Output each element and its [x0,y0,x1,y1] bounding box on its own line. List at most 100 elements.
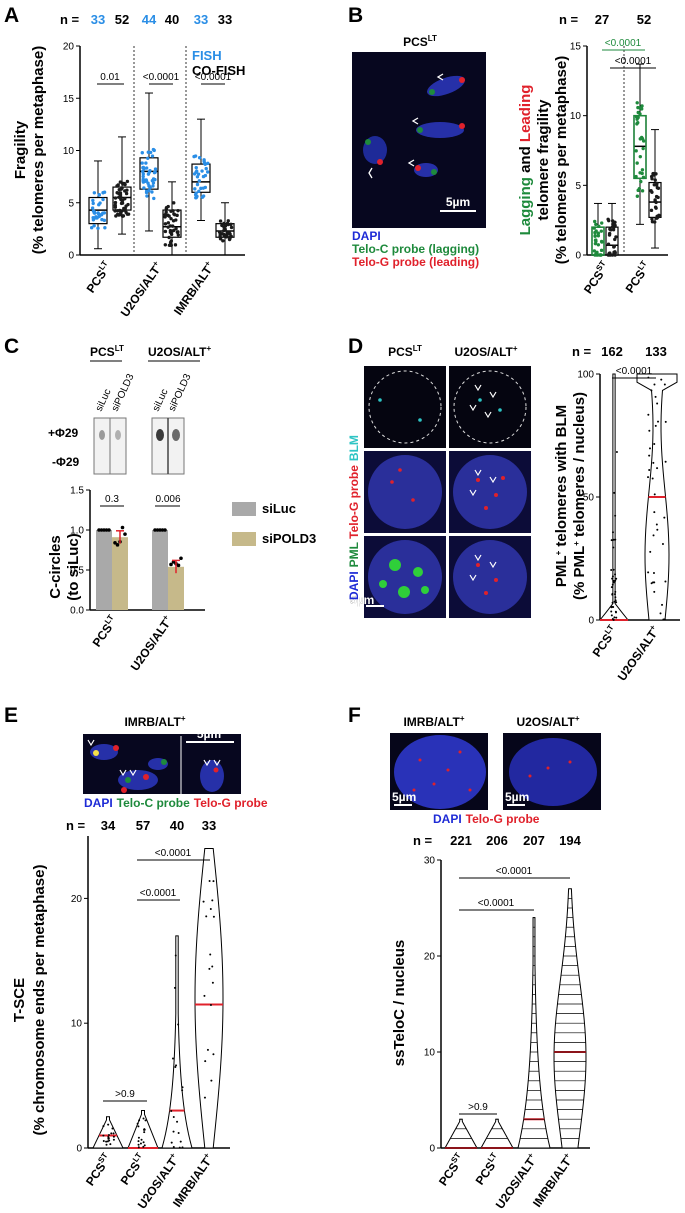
panel-c-blot-header: PCSLT [90,344,124,359]
data-point [222,228,226,233]
violin [194,847,224,1149]
data-point [120,525,125,530]
data-point [102,1134,105,1137]
data-point [174,954,177,957]
panel-b-letter: B [348,4,363,27]
data-point [200,195,205,199]
panel-c-ylabel: C-circles [47,535,64,598]
data-point [650,217,654,221]
data-point [652,183,656,187]
data-point [648,447,651,450]
y-tick-label: 20 [71,894,83,905]
panel-d-col-header: U2OS/ALT+ [454,344,517,359]
data-point [172,201,176,205]
data-point [614,514,617,517]
data-point [636,115,640,120]
data-point [126,202,130,207]
data-point [112,1135,115,1138]
data-point [656,467,659,470]
data-point [221,239,225,243]
data-point [647,476,650,479]
data-point [150,154,155,158]
panel-f: F IMRB/ALT+ U2OS/ALT+ 5µm 5µm DAPI Telo-G… [348,704,601,1211]
data-point [142,166,146,171]
panel-d-n-value: 133 [645,344,667,359]
data-point [613,491,616,494]
data-point [140,161,144,165]
data-point [647,413,650,416]
panel-c-row-label: -Φ29 [52,455,80,469]
data-point [160,528,165,532]
data-point [163,528,167,532]
data-point [606,242,611,246]
panel-e-n-value: 40 [170,818,184,833]
data-point [655,181,659,186]
data-point [610,219,615,223]
data-point [118,180,123,184]
data-point [229,222,233,227]
panel-a-ylabel-2: (% telomeres per metaphase) [30,46,47,254]
panel-b-image-title: PCSLT [403,34,437,49]
data-point [102,1125,105,1128]
panel-c-letter: C [4,335,19,358]
panel-b-plot [591,63,662,257]
data-point [169,232,174,237]
panel-e-xlabel: IMRB/ALT+ [169,1151,217,1210]
data-point [199,186,203,191]
panel-e-n-value: 34 [101,818,116,833]
panel-b-n-label: n = [559,12,579,27]
data-point [141,172,146,176]
panel-c-dot [115,430,121,440]
y-tick-label: 50 [583,493,595,504]
panel-f-scale-label: 5µm [392,790,416,804]
data-point [614,573,617,576]
panel-a-n-value: 44 [142,12,157,27]
panel-a-ylabel: Fragility [12,120,29,179]
data-point [654,395,657,398]
data-point [664,420,667,423]
panel-a-pvalue: <0.0001 [143,72,180,83]
data-point [210,1079,213,1082]
panel-e-pvalue: <0.0001 [155,848,192,859]
data-point [179,556,183,561]
panel-c-legend-swatch [232,532,256,546]
panel-c-plot [96,525,184,610]
panel-c-blot-header: U2OS/ALT+ [148,344,211,359]
box-outline [633,114,647,180]
data-point [641,139,646,143]
data-point [654,172,658,176]
data-point [167,243,172,248]
data-point [111,1127,114,1130]
data-point [197,189,201,194]
data-point [648,454,651,457]
y-tick-label: 0 [429,1144,435,1155]
data-point [614,596,617,599]
panel-a: A n = 33 52 44 40 33 33 FISH CO-FISH Fra… [4,4,245,319]
panel-c: C PCSLT U2OS/ALT+ siLuc siPOLD3 siLuc si… [4,335,316,673]
data-point [209,907,212,910]
data-point [153,528,157,532]
y-tick-label: 5 [68,198,74,209]
data-point [102,218,107,223]
data-point [641,146,645,151]
data-point [173,212,177,217]
data-point [112,1132,115,1135]
data-point [612,546,615,549]
data-point [115,543,120,547]
data-point [123,532,127,536]
data-point [144,161,148,165]
panel-a-n-value: 33 [91,12,105,27]
data-point [596,231,601,235]
data-point [614,235,618,239]
data-point [202,900,205,903]
data-point [607,231,612,236]
data-point [206,1048,209,1051]
data-point [99,528,104,532]
data-point [636,110,640,115]
data-point [662,618,665,621]
panel-d-scale-label: 5µm [350,593,374,607]
data-point [218,233,222,237]
data-point [612,250,616,255]
data-point [163,243,168,247]
data-point [663,618,666,621]
